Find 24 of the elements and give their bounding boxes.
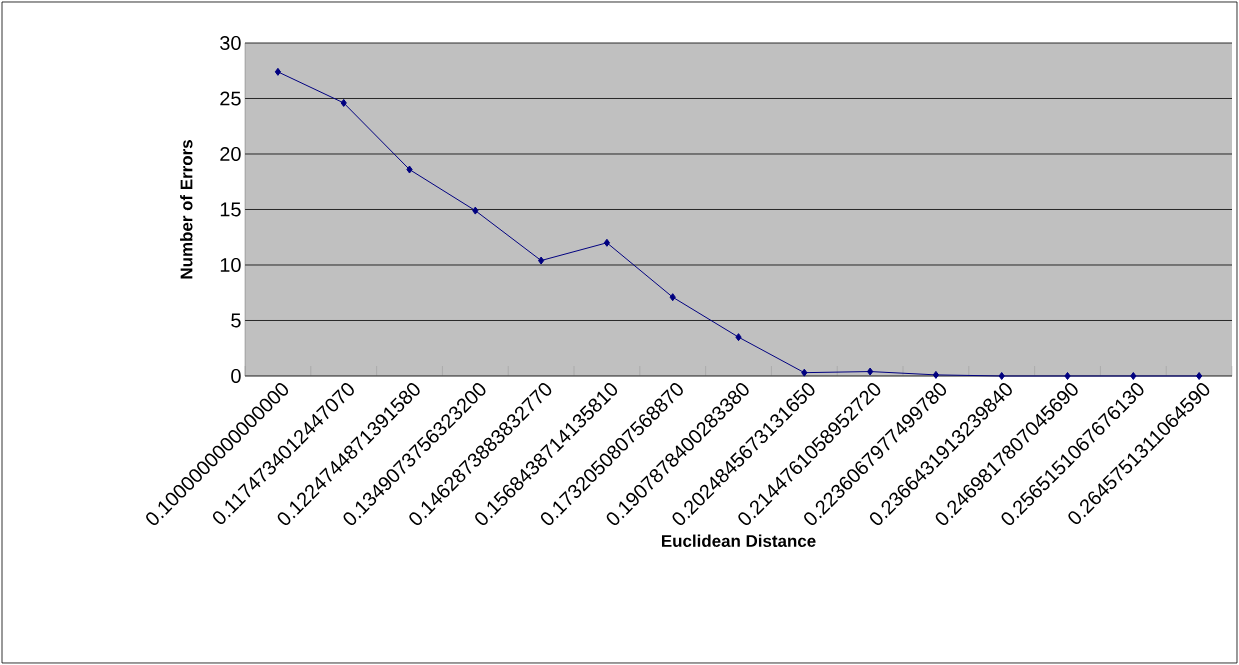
point [998,371,1005,380]
point [274,67,282,76]
point [1064,371,1071,380]
y-tick-label: 30 [220,35,241,51]
y-tick-label: 15 [220,202,241,217]
point [735,333,742,342]
y-tick-label: 5 [231,313,241,328]
y-tick-label: 10 [220,257,241,273]
point [472,206,479,215]
y-tick-label: 25 [220,91,241,106]
point [669,293,676,302]
point [603,238,611,247]
x-axis-title: Euclidean Distance [662,534,816,547]
point [1195,371,1203,380]
point [801,368,808,377]
point [1130,371,1137,380]
y-axis-title: Number of Errors [180,140,193,279]
y-tick-label: 20 [220,146,241,162]
y-tick-label: 0 [231,368,241,384]
point [406,165,413,174]
point [340,98,347,107]
point [932,370,940,379]
point [537,256,545,265]
point [866,367,874,376]
